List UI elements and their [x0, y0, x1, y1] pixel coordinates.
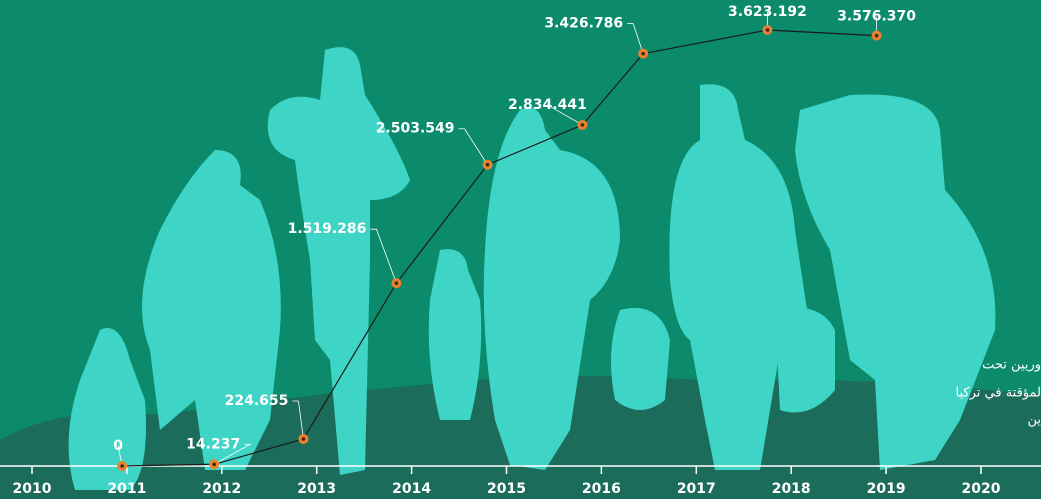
side-text-line: وريين تحت [982, 358, 1041, 373]
plot-area: 2010 2011 2012 2013 2014 2015 2016 2017 2018 2019… [0, 4, 1041, 497]
point-center [765, 28, 770, 32]
point-center [212, 462, 217, 467]
point-center [394, 281, 399, 285]
point-center [301, 437, 306, 441]
x-tick-label: 2019 [867, 481, 906, 497]
value-label: 3.426.786 [544, 16, 623, 32]
side-text: وريين تحت لمؤقتة في تركيا ين [956, 358, 1041, 428]
silhouettes [68, 47, 996, 490]
side-text-line: ين [1027, 413, 1041, 428]
x-tick-label: 2010 [13, 481, 52, 497]
leader-line [627, 23, 644, 54]
value-label: 2.503.549 [376, 121, 455, 137]
value-label: 224.655 [225, 393, 289, 409]
leader-line [292, 400, 304, 440]
point-center [580, 123, 585, 127]
point-center [641, 51, 645, 56]
value-label: 2.834.441 [508, 97, 587, 113]
x-tick-label: 2016 [582, 481, 621, 497]
x-tick-label: 2014 [392, 481, 431, 497]
x-tick-label: 2015 [487, 481, 526, 497]
leader-line [547, 104, 583, 126]
x-tick-label: 2013 [297, 481, 336, 497]
value-label: 0 [113, 438, 123, 454]
x-tick-label: 2018 [772, 481, 811, 497]
value-label: 1.519.286 [288, 221, 367, 237]
value-label: 3.623.192 [728, 4, 807, 20]
x-tick-label: 2011 [107, 481, 146, 497]
point-center [120, 464, 124, 468]
x-tick-label: 2020 [962, 481, 1001, 497]
leader-line [214, 443, 252, 465]
x-tick-label: 2012 [202, 481, 241, 497]
point-center [485, 162, 490, 167]
side-text-line: لمؤقتة في تركيا [956, 386, 1041, 401]
point-center [874, 33, 879, 38]
value-label: 3.576.370 [837, 9, 916, 25]
x-tick-label: 2017 [677, 481, 716, 497]
value-label: 14.237 [186, 436, 240, 452]
leader-line [370, 228, 397, 284]
leader-line [458, 128, 488, 165]
